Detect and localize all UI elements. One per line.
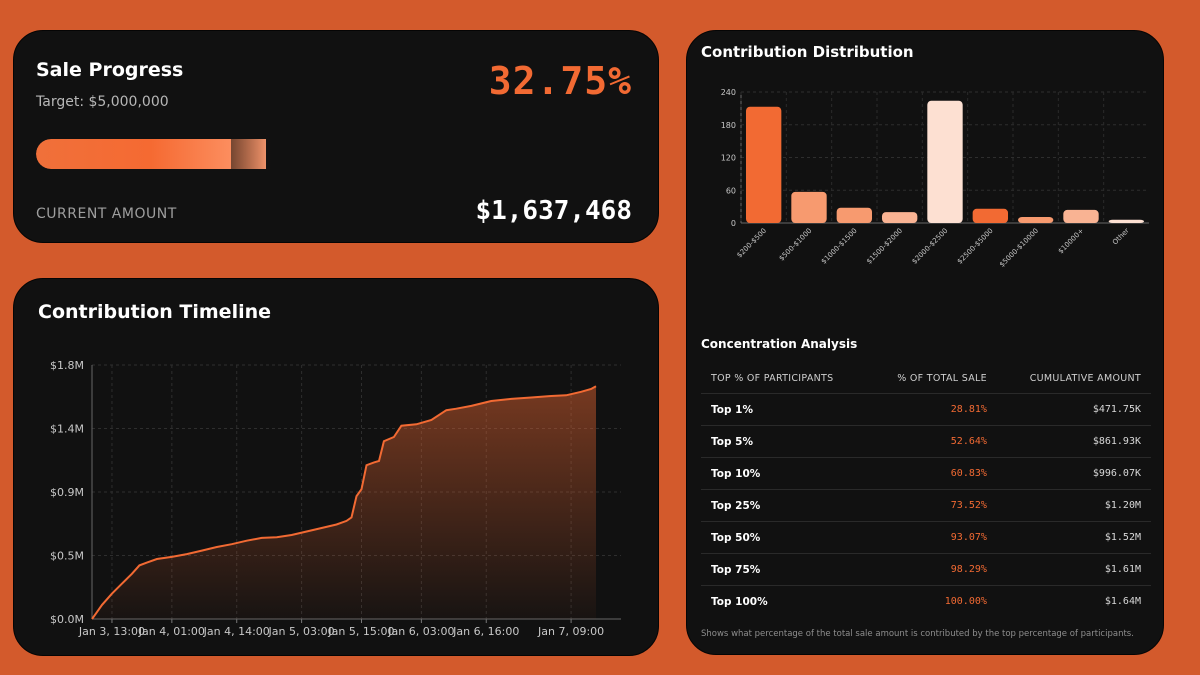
- timeline-y-tick: $0.0M: [50, 613, 84, 626]
- sale-target: Target: $5,000,000: [36, 94, 169, 110]
- table-row: Top 1% 28.81% $471.75K: [701, 393, 1151, 426]
- timeline-x-tick: Jan 7, 09:00: [537, 625, 604, 638]
- row-label: Top 100%: [711, 595, 768, 608]
- timeline-x-tick: Jan 4, 01:00: [138, 625, 205, 638]
- table-row: Top 5% 52.64% $861.93K: [701, 425, 1151, 458]
- dist-y-tick: 0: [731, 219, 736, 228]
- sale-progress-title: Sale Progress: [36, 59, 184, 81]
- timeline-title: Contribution Timeline: [38, 301, 272, 323]
- row-amount: $1.52M: [996, 521, 1151, 554]
- timeline-x-tick: Jan 6, 16:00: [452, 625, 519, 638]
- concentration-title: Concentration Analysis: [701, 337, 858, 351]
- progress-bar: [36, 139, 266, 169]
- contribution-distribution-card: 0 60 120 180 240 $200-$500 $500-$1000 $1000-$15…: [686, 30, 1164, 655]
- row-label: Top 50%: [701, 521, 869, 554]
- table-row: Top 25% 73.52% $1.20M: [701, 489, 1151, 522]
- row-label: Top 75%: [701, 553, 869, 586]
- row-percent: 52.64%: [868, 425, 997, 458]
- dist-y-tick: 240: [721, 88, 736, 97]
- row-percent: 100.00%: [944, 596, 987, 607]
- timeline-x-tick: Jan 5, 03:00: [268, 625, 335, 638]
- table-row: Top 10% 60.83% $996.07K: [701, 457, 1151, 490]
- dist-y-tick: 60: [726, 186, 736, 195]
- table-header-row: TOP % OF PARTICIPANTS % OF TOTAL SALE CU…: [701, 363, 1151, 394]
- progress-bar-fade: [231, 139, 271, 169]
- row-amount: $996.07K: [996, 457, 1151, 490]
- row-amount: $1.20M: [996, 489, 1151, 522]
- timeline-area: [92, 386, 596, 619]
- dist-x-tick: $2500-$5000: [956, 227, 995, 266]
- dist-x-tick: Other: [1111, 227, 1131, 247]
- dist-bar: [836, 207, 873, 223]
- row-percent: 93.07%: [868, 521, 997, 554]
- timeline-x-tick: Jan 6, 03:00: [387, 625, 454, 638]
- timeline-y-tick: $0.9M: [50, 486, 84, 499]
- distribution-title: Contribution Distribution: [701, 43, 914, 61]
- dist-bar: [745, 106, 782, 223]
- concentration-footnote: Shows what percentage of the total sale …: [701, 629, 1134, 639]
- row-percent: 60.83%: [868, 457, 997, 490]
- timeline-y-tick: $1.4M: [50, 423, 84, 436]
- row-amount: $471.75K: [996, 393, 1151, 426]
- dist-x-tick: $500-$1000: [778, 227, 814, 263]
- dist-bar: [881, 212, 918, 223]
- timeline-y-tick: $0.5M: [50, 550, 84, 563]
- row-amount: $861.93K: [996, 425, 1151, 458]
- row-percent: 98.29%: [868, 553, 997, 586]
- contribution-timeline-card: $0.0M $0.5M $0.9M $1.4M $1.8M Jan 3, 13:00 Jan…: [13, 278, 659, 656]
- table-row: Top 100% 100.00% $1.64M: [701, 586, 1151, 618]
- header-top-participants: TOP % OF PARTICIPANTS: [701, 363, 869, 394]
- current-amount-label: CURRENT AMOUNT: [36, 206, 177, 222]
- dist-bar: [1108, 219, 1145, 223]
- dist-bar: [1017, 216, 1054, 223]
- dist-bar: [927, 100, 963, 223]
- dist-x-tick: $200-$500: [735, 227, 768, 260]
- dist-bar: [791, 191, 827, 223]
- table-row: Top 50% 93.07% $1.52M: [701, 521, 1151, 554]
- row-label: Top 10%: [701, 457, 869, 490]
- timeline-x-tick: Jan 4, 14:00: [203, 625, 270, 638]
- row-label: Top 25%: [701, 489, 869, 522]
- sale-progress-percent: 32.75%: [488, 59, 632, 103]
- header-total-sale: % OF TOTAL SALE: [868, 363, 997, 394]
- timeline-x-tick: Jan 5, 15:00: [327, 625, 394, 638]
- dist-y-tick: 120: [721, 154, 736, 163]
- table-row: Top 75% 98.29% $1.61M: [701, 553, 1151, 586]
- concentration-table: TOP % OF PARTICIPANTS % OF TOTAL SALE CU…: [701, 363, 1151, 617]
- dist-bar: [1063, 209, 1099, 223]
- timeline-line: [91, 385, 597, 620]
- progress-bar-fill: [36, 139, 266, 169]
- header-cumulative-amount: CUMULATIVE AMOUNT: [996, 363, 1151, 394]
- row-label: Top 5%: [701, 425, 869, 458]
- sale-progress-card: Sale Progress Target: $5,000,000 32.75% …: [13, 30, 659, 243]
- dist-x-tick: $1500-$2000: [865, 227, 904, 266]
- dist-x-tick: $1000-$1500: [820, 227, 859, 266]
- timeline-x-tick: Jan 3, 13:00: [78, 625, 145, 638]
- row-amount: $1.61M: [996, 553, 1151, 586]
- current-amount-value: $1,637,468: [475, 196, 632, 226]
- row-label: Top 1%: [701, 393, 869, 426]
- timeline-y-tick: $1.8M: [50, 359, 84, 372]
- dist-bar: [972, 208, 1009, 223]
- dist-x-tick: $10000+: [1057, 227, 1086, 256]
- dist-x-tick: $5000-$10000: [998, 227, 1040, 269]
- distribution-chart: 0 60 120 180 240 $200-$500 $500-$1000 $1000-$15…: [721, 88, 1149, 269]
- dist-y-tick: 180: [721, 121, 736, 130]
- row-percent: 73.52%: [868, 489, 997, 522]
- row-amount: $1.64M: [1104, 596, 1141, 607]
- dist-x-tick: $2000-$2500: [910, 227, 949, 266]
- row-percent: 28.81%: [868, 393, 997, 426]
